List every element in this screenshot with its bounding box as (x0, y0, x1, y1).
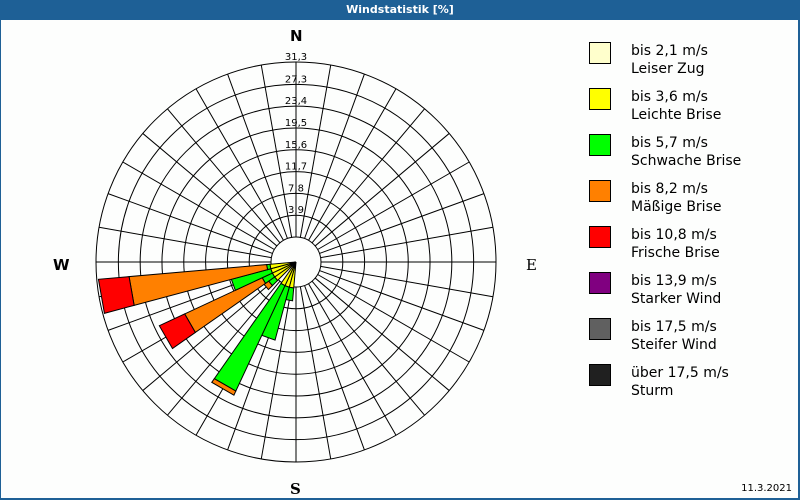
legend-range: bis 13,9 m/s (631, 273, 717, 289)
legend-name: Frische Brise (631, 245, 720, 261)
legend-range: bis 17,5 m/s (631, 319, 717, 335)
chart-frame (0, 20, 800, 500)
legend-swatch (589, 42, 611, 64)
legend-name: Schwache Brise (631, 153, 742, 169)
legend-swatch (589, 134, 611, 156)
legend-swatch (589, 364, 611, 386)
legend-name: Steifer Wind (631, 337, 717, 353)
legend-range: bis 8,2 m/s (631, 181, 708, 197)
compass-south: S (290, 480, 301, 498)
svg-text:27,3: 27,3 (285, 74, 307, 85)
legend-name: Starker Wind (631, 291, 722, 307)
legend-name: Sturm (631, 383, 674, 399)
legend-name: Leiser Zug (631, 61, 705, 77)
compass-east: E (526, 256, 537, 274)
legend-swatch (589, 180, 611, 202)
legend-range: bis 2,1 m/s (631, 43, 708, 59)
legend-swatch (589, 272, 611, 294)
svg-text:31,3: 31,3 (285, 52, 307, 63)
legend-name: Mäßige Brise (631, 199, 722, 215)
svg-text:7,8: 7,8 (288, 183, 304, 194)
ring-labels: 3,9 7,8 11,7 15,6 19,5 23,4 27,3 31,3 (285, 52, 307, 216)
legend-name: Leichte Brise (631, 107, 722, 123)
svg-text:11,7: 11,7 (285, 162, 307, 173)
legend-swatch (589, 318, 611, 340)
svg-text:23,4: 23,4 (285, 96, 307, 107)
chart-title: Windstatistik [%] (0, 0, 800, 20)
compass-west: W (53, 256, 70, 274)
legend-range: bis 5,7 m/s (631, 135, 708, 151)
legend-range: bis 10,8 m/s (631, 227, 717, 243)
compass-north: N (290, 27, 303, 45)
wind-bars (97, 261, 297, 396)
date-label: 11.3.2021 (741, 483, 792, 494)
legend-swatch (589, 226, 611, 248)
legend-swatch (589, 88, 611, 110)
legend-range: über 17,5 m/s (631, 365, 729, 381)
legend-range: bis 3,6 m/s (631, 89, 708, 105)
svg-text:15,6: 15,6 (285, 140, 307, 151)
svg-text:3,9: 3,9 (288, 205, 304, 216)
svg-text:19,5: 19,5 (285, 118, 307, 129)
